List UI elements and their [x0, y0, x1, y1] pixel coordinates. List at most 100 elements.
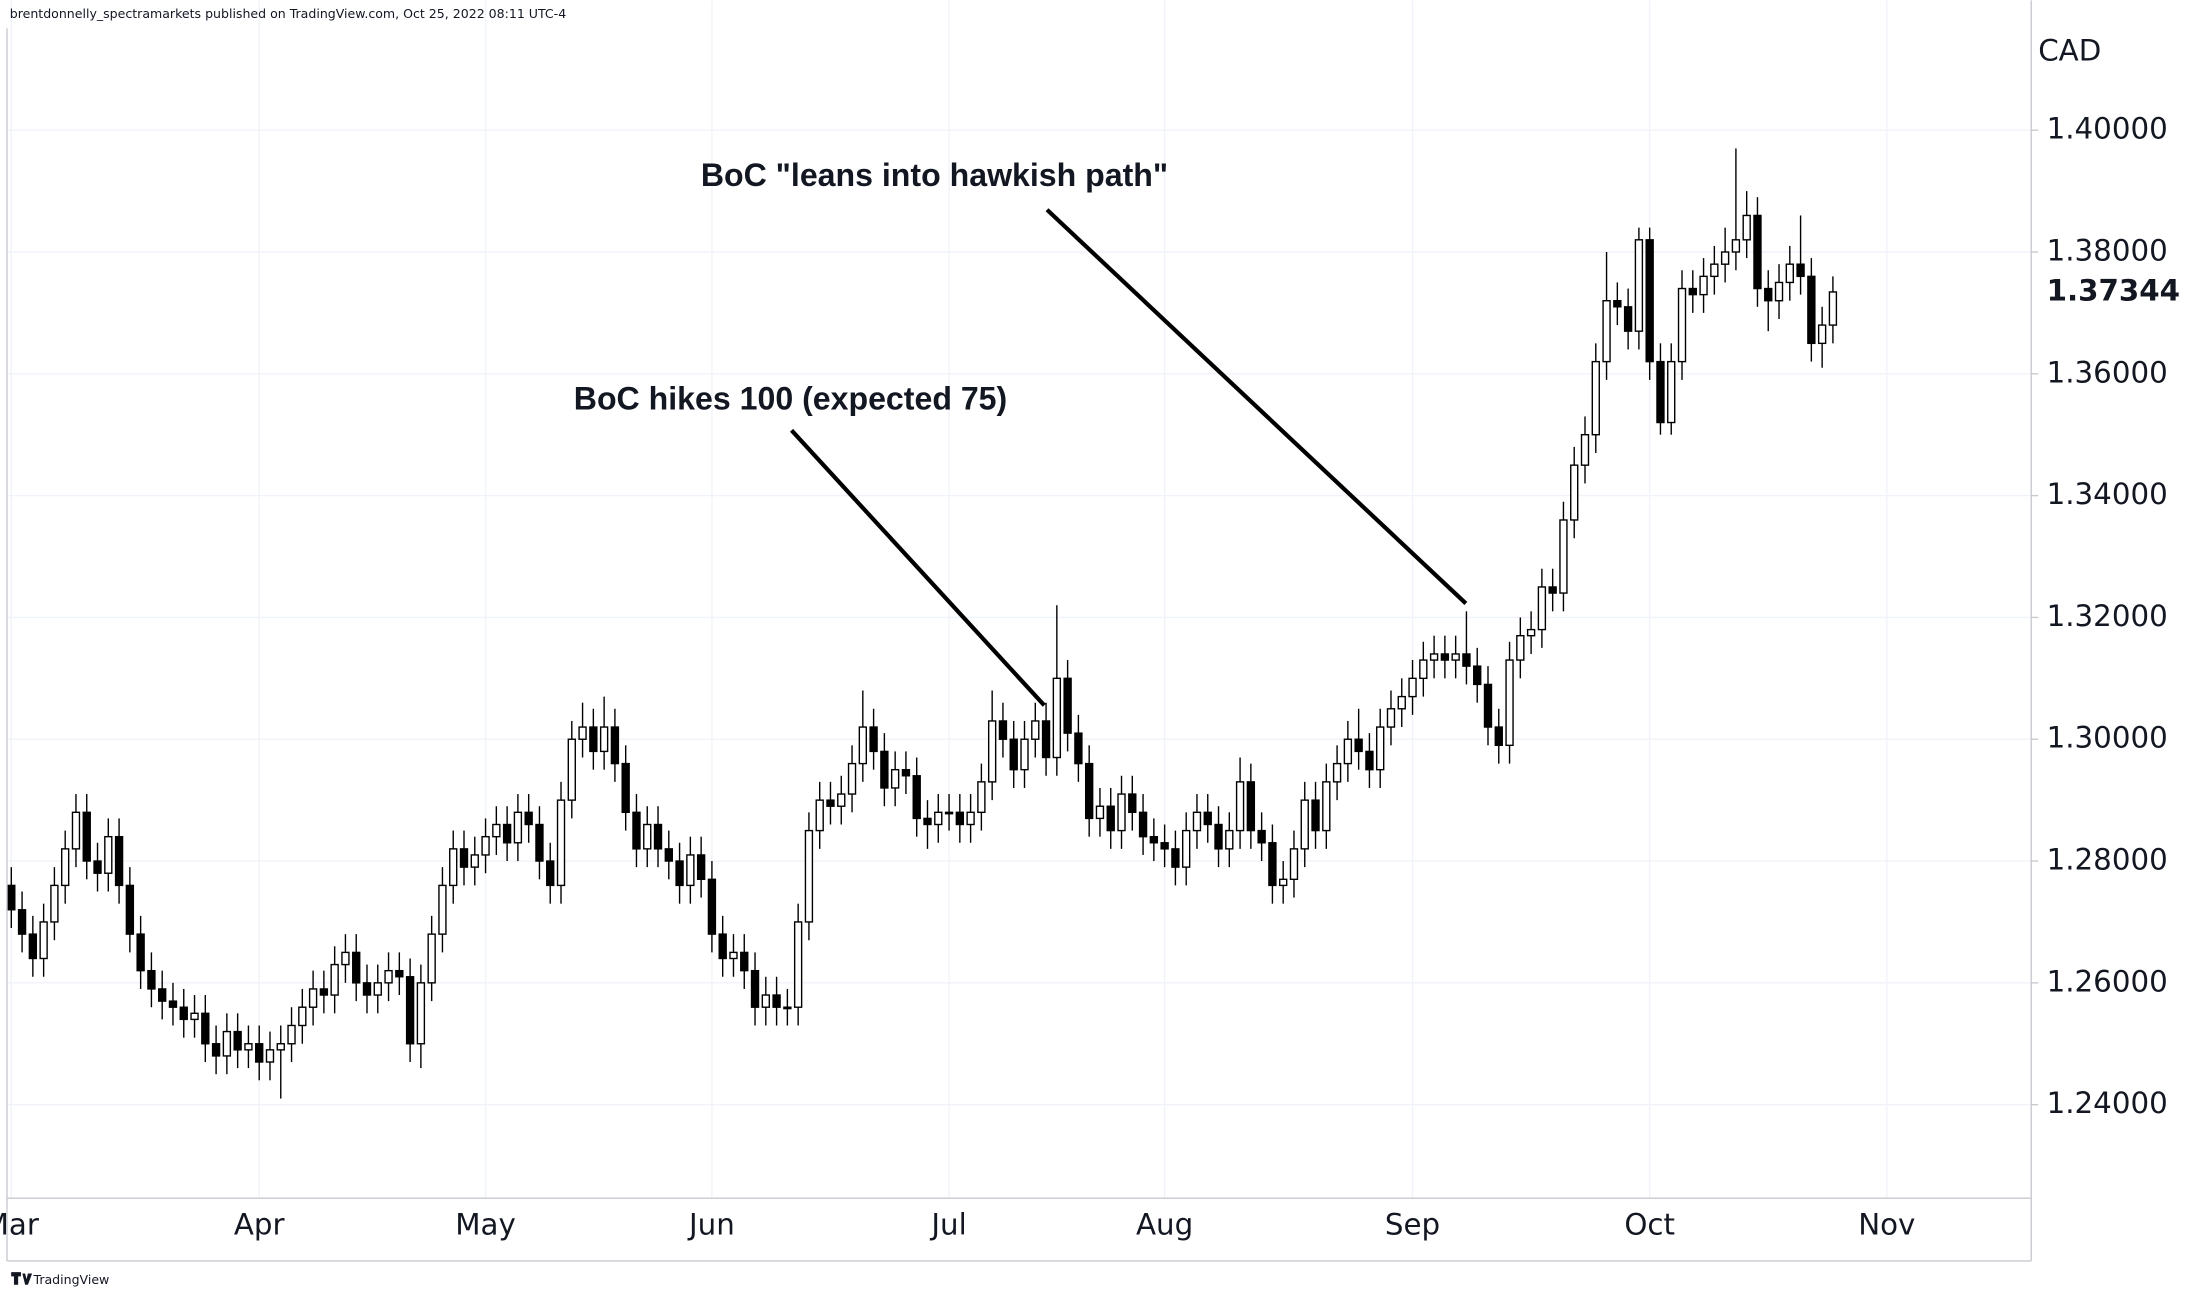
candle-body	[1785, 263, 1794, 284]
candle-body	[578, 726, 587, 740]
candle-body	[147, 969, 156, 990]
candle-body	[1505, 659, 1514, 747]
candles	[7, 148, 1838, 1099]
candle-body	[826, 799, 835, 807]
candle-body	[308, 988, 318, 1008]
candle-body	[923, 817, 932, 826]
candle-body	[1570, 464, 1579, 521]
candle-body	[1074, 732, 1083, 765]
x-tick-label: Sep	[1385, 1208, 1440, 1242]
candle-body	[1322, 781, 1331, 832]
candle-body	[643, 823, 652, 850]
candle-body	[524, 811, 533, 826]
candle-body	[1138, 811, 1148, 838]
candle-body	[179, 1006, 188, 1021]
candle-body	[276, 1043, 285, 1051]
y-tick-label: 1.38000	[2047, 233, 2168, 267]
candle-body	[1408, 677, 1417, 698]
candle-body	[1473, 665, 1482, 686]
candle-body	[405, 976, 415, 1045]
candle-body	[1483, 683, 1493, 728]
candle-body	[944, 811, 954, 815]
x-tick-label: Oct	[1624, 1208, 1675, 1242]
candle-body	[1710, 263, 1719, 278]
candle-body	[427, 933, 436, 984]
candle-body	[93, 860, 102, 874]
last-price-label: 1.37344	[2047, 273, 2180, 307]
candle-body	[1268, 842, 1277, 887]
candle-body	[373, 982, 382, 996]
candle-body	[1774, 281, 1784, 302]
candle-body	[1343, 738, 1353, 765]
candle-body	[966, 811, 975, 826]
annotation: BoC "leans into hawkish path"	[701, 157, 1168, 193]
candle-body	[114, 835, 124, 887]
candle-body	[847, 762, 857, 795]
candle-body	[1559, 519, 1568, 594]
candle-body	[1688, 287, 1697, 296]
candle-body	[535, 823, 544, 862]
candle-body	[438, 884, 447, 935]
candle-body	[1656, 360, 1665, 424]
candle-body	[1667, 360, 1676, 424]
candle-body	[1623, 306, 1633, 332]
candle-body	[718, 933, 727, 960]
candle-body	[815, 799, 824, 832]
candle-body	[319, 988, 329, 996]
candle-body	[567, 738, 576, 801]
candle-body	[653, 823, 663, 850]
candle-body	[1397, 695, 1406, 710]
candle-body	[556, 799, 566, 887]
candle-body	[201, 1012, 210, 1045]
candle-body	[675, 860, 684, 887]
candle-body	[1279, 878, 1288, 887]
candle-body	[1537, 586, 1547, 631]
candle-body	[1192, 811, 1202, 832]
candle-body	[632, 811, 641, 850]
candle-body	[858, 726, 868, 765]
candle-body	[1246, 781, 1256, 832]
candle-body	[1742, 214, 1751, 241]
candle-body	[772, 994, 781, 1008]
candle-body	[664, 848, 673, 862]
candle-body	[82, 811, 91, 862]
candle-body	[621, 762, 630, 814]
candle-body	[1203, 811, 1212, 826]
candle-body	[761, 994, 770, 1008]
candle-body	[1516, 634, 1525, 661]
candle-body	[977, 781, 986, 814]
candle-body	[222, 1030, 232, 1057]
candle-body	[416, 982, 426, 1045]
candle-body	[1645, 239, 1654, 363]
candle-body	[934, 811, 943, 826]
candle-body	[869, 726, 878, 753]
x-tick-label: Mar	[0, 1208, 40, 1242]
candle-body	[136, 933, 145, 972]
candle-body	[740, 951, 749, 972]
candle-body	[1235, 781, 1245, 832]
y-tick-label: 1.24000	[2047, 1086, 2168, 1120]
candle-body	[1376, 726, 1385, 771]
candle-body	[362, 982, 372, 996]
y-tick-label: 1.40000	[2047, 112, 2168, 146]
candle-body	[168, 1000, 178, 1008]
candle-body	[1796, 263, 1805, 278]
candle-body	[750, 969, 760, 1008]
header: brentdonnelly_spectramarkets published o…	[10, 6, 566, 21]
candle-body	[1160, 842, 1169, 850]
candle-body	[255, 1043, 264, 1063]
candle-body	[459, 848, 469, 868]
annotation-line	[790, 428, 1046, 707]
candle-body	[987, 720, 997, 783]
candle-body	[1225, 829, 1234, 850]
candle-body	[28, 933, 38, 960]
candle-body	[1289, 848, 1299, 881]
candle-body	[1009, 738, 1018, 771]
candle-body	[1063, 677, 1072, 734]
candle-body	[804, 829, 814, 923]
candle-body	[546, 860, 555, 887]
footer: TradingView	[33, 1272, 110, 1287]
candle-body	[265, 1049, 275, 1063]
candle-body	[1181, 829, 1191, 868]
candle-body	[1548, 586, 1557, 594]
